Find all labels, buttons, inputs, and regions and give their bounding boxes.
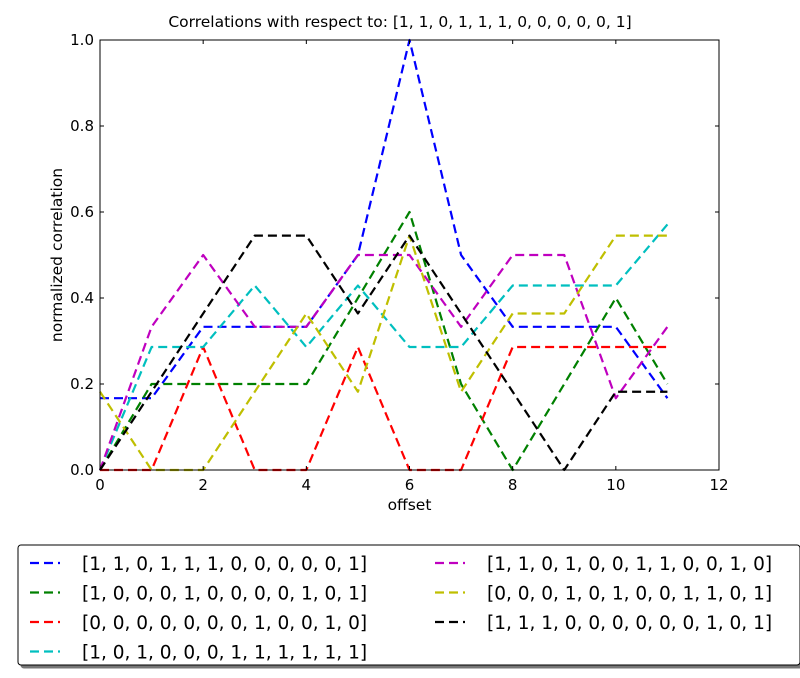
legend-label-3: [0, 0, 0, 0, 0, 0, 0, 1, 0, 0, 1, 0] — [82, 613, 367, 634]
series-line-4 — [98, 223, 669, 471]
y-tick-label: 0.6 — [70, 203, 94, 221]
legend-items: [1, 1, 0, 1, 1, 1, 0, 0, 0, 0, 0, 1] [1, … — [30, 554, 772, 664]
x-tick-label: 2 — [198, 476, 208, 494]
x-tick-label: 6 — [405, 476, 415, 494]
x-axis-label: offset — [388, 496, 432, 514]
legend-frame — [17, 544, 800, 666]
x-tick-label: 12 — [709, 476, 728, 494]
y-tick-label: 0.0 — [70, 461, 94, 479]
y-tick-label: 0.8 — [70, 117, 94, 135]
legend-label-5: [1, 1, 0, 1, 0, 0, 1, 1, 0, 0, 1, 0] — [487, 554, 772, 575]
x-tick-label: 0 — [95, 476, 105, 494]
x-tick-label: 10 — [606, 476, 625, 494]
x-axis-ticks: 0 2 4 6 8 10 12 — [95, 40, 729, 494]
series-line-1 — [100, 38, 669, 400]
legend-label-6: [0, 0, 0, 1, 0, 1, 0, 0, 1, 1, 0, 1] — [487, 584, 772, 605]
series-line-5 — [98, 253, 669, 471]
y-tick-label: 0.4 — [70, 289, 94, 307]
plot-lines — [98, 38, 669, 472]
legend: [1, 1, 0, 1, 1, 1, 0, 0, 0, 0, 0, 1] [1, … — [17, 544, 800, 666]
y-axis-label: normalized correlation — [48, 168, 66, 342]
y-tick-label: 1.0 — [70, 31, 94, 49]
legend-label-4: [1, 0, 1, 0, 0, 0, 1, 1, 1, 1, 1, 1] — [82, 643, 367, 664]
chart-title: Correlations with respect to: [1, 1, 0, … — [168, 13, 631, 31]
x-tick-label: 8 — [508, 476, 518, 494]
y-axis-ticks: 0.0 0.2 0.4 0.6 0.8 1.0 — [70, 31, 719, 479]
series-line-6 — [99, 234, 668, 472]
series-line-3 — [100, 345, 668, 472]
x-tick-label: 4 — [302, 476, 312, 494]
legend-label-7: [1, 1, 1, 0, 0, 0, 0, 0, 0, 1, 0, 1] — [487, 613, 772, 634]
y-tick-label: 0.2 — [70, 375, 94, 393]
series-line-7 — [99, 234, 668, 472]
legend-label-1: [1, 1, 0, 1, 1, 1, 0, 0, 0, 0, 0, 1] — [82, 554, 367, 575]
legend-label-2: [1, 0, 0, 0, 1, 0, 0, 0, 0, 1, 0, 1] — [82, 584, 367, 605]
series-line-2 — [99, 210, 669, 472]
